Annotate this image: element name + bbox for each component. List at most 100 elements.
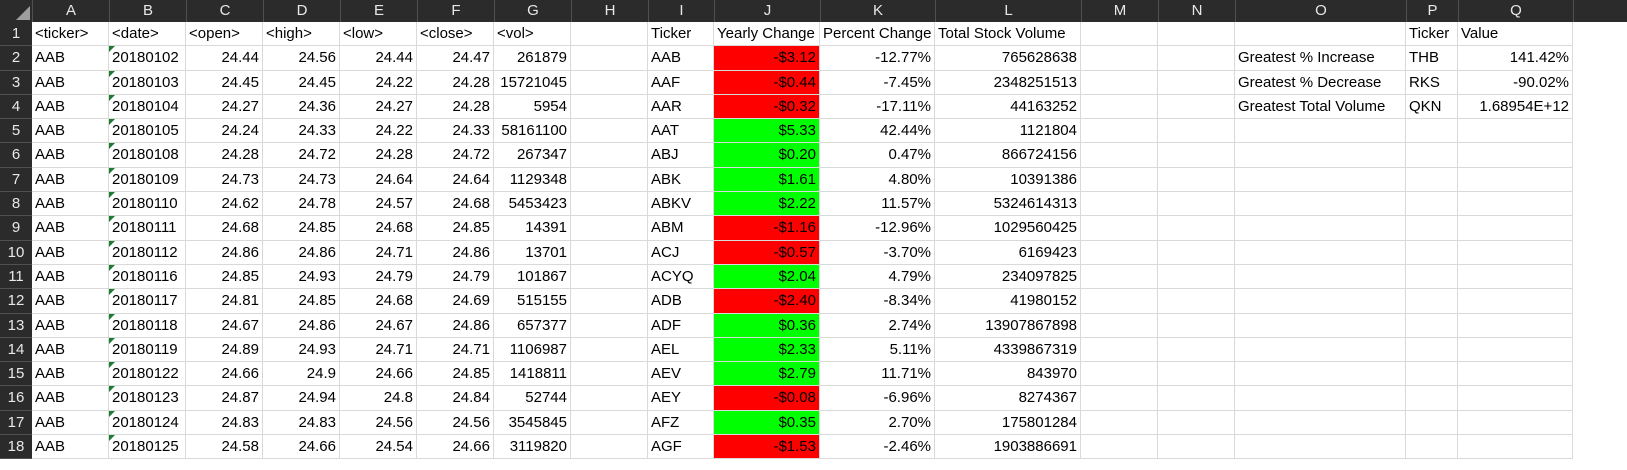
cell-c11[interactable]: 24.85 — [186, 264, 263, 290]
cell-i5[interactable]: AAT — [648, 119, 714, 144]
cell-i9[interactable]: ABM — [648, 216, 714, 241]
cell-j15[interactable]: $2.79 — [714, 362, 820, 387]
cell-h11[interactable] — [571, 264, 648, 290]
cell-e7[interactable]: 24.64 — [340, 167, 417, 193]
cell-k4[interactable]: -17.11% — [820, 94, 935, 120]
column-header-i[interactable]: I — [649, 0, 715, 22]
cell-e13[interactable]: 24.67 — [340, 313, 417, 338]
cell-j16[interactable]: -$0.08 — [714, 386, 820, 411]
cell-e15[interactable]: 24.66 — [340, 362, 417, 387]
cell-n9[interactable] — [1158, 216, 1235, 241]
cell-n17[interactable] — [1158, 410, 1235, 436]
cell-c10[interactable]: 24.86 — [186, 240, 263, 265]
cell-f14[interactable]: 24.71 — [417, 337, 494, 363]
cell-n15[interactable] — [1158, 362, 1235, 387]
cell-k8[interactable]: 11.57% — [820, 192, 935, 217]
cell-o18[interactable] — [1235, 435, 1406, 460]
cell-k13[interactable]: 2.74% — [820, 313, 935, 338]
cell-e4[interactable]: 24.27 — [340, 94, 417, 120]
cell-b7[interactable]: 20180109 — [109, 167, 186, 193]
cell-m13[interactable] — [1081, 313, 1158, 338]
cell-k15[interactable]: 11.71% — [820, 362, 935, 387]
cell-g4[interactable]: 5954 — [494, 94, 571, 120]
cell-b10[interactable]: 20180112 — [109, 240, 186, 265]
cell-o14[interactable] — [1235, 337, 1406, 363]
cell-o12[interactable] — [1235, 289, 1406, 314]
cell-l3[interactable]: 2348251513 — [935, 70, 1081, 95]
cell-p15[interactable] — [1406, 362, 1458, 387]
cell-c14[interactable]: 24.89 — [186, 337, 263, 363]
cell-e12[interactable]: 24.68 — [340, 289, 417, 314]
cell-f12[interactable]: 24.69 — [417, 289, 494, 314]
column-header-b[interactable]: B — [110, 0, 187, 22]
cell-o11[interactable] — [1235, 264, 1406, 290]
cell-e1[interactable]: <low> — [340, 22, 417, 47]
cell-d7[interactable]: 24.73 — [263, 167, 340, 193]
cell-d18[interactable]: 24.66 — [263, 435, 340, 460]
cell-e5[interactable]: 24.22 — [340, 119, 417, 144]
cell-g7[interactable]: 1129348 — [494, 167, 571, 193]
cell-m15[interactable] — [1081, 362, 1158, 387]
cell-i4[interactable]: AAR — [648, 94, 714, 120]
cell-o6[interactable] — [1235, 143, 1406, 168]
cell-p3[interactable]: RKS — [1406, 70, 1458, 95]
cell-q1[interactable]: Value — [1458, 22, 1573, 47]
cell-p1[interactable]: Ticker — [1406, 22, 1458, 47]
cell-q18[interactable] — [1458, 435, 1573, 460]
cell-j6[interactable]: $0.20 — [714, 143, 820, 168]
cell-a10[interactable]: AAB — [32, 240, 109, 265]
cell-d17[interactable]: 24.83 — [263, 410, 340, 436]
cell-k1[interactable]: Percent Change — [820, 22, 935, 47]
cell-c1[interactable]: <open> — [186, 22, 263, 47]
cell-d1[interactable]: <high> — [263, 22, 340, 47]
row-header[interactable]: 15 — [0, 362, 32, 387]
cell-j5[interactable]: $5.33 — [714, 119, 820, 144]
cell-m9[interactable] — [1081, 216, 1158, 241]
row-header[interactable]: 10 — [0, 240, 32, 265]
cell-a16[interactable]: AAB — [32, 386, 109, 411]
cell-n14[interactable] — [1158, 337, 1235, 363]
cell-d9[interactable]: 24.85 — [263, 216, 340, 241]
cell-j11[interactable]: $2.04 — [714, 264, 820, 290]
cell-a11[interactable]: AAB — [32, 264, 109, 290]
cell-f1[interactable]: <close> — [417, 22, 494, 47]
cell-f5[interactable]: 24.33 — [417, 119, 494, 144]
cell-c5[interactable]: 24.24 — [186, 119, 263, 144]
cell-d4[interactable]: 24.36 — [263, 94, 340, 120]
cell-g16[interactable]: 52744 — [494, 386, 571, 411]
cell-h6[interactable] — [571, 143, 648, 168]
cell-p11[interactable] — [1406, 264, 1458, 290]
row-header[interactable]: 7 — [0, 167, 32, 193]
cell-m3[interactable] — [1081, 70, 1158, 95]
cell-o16[interactable] — [1235, 386, 1406, 411]
cell-f4[interactable]: 24.28 — [417, 94, 494, 120]
cell-g6[interactable]: 267347 — [494, 143, 571, 168]
cell-k9[interactable]: -12.96% — [820, 216, 935, 241]
cell-f17[interactable]: 24.56 — [417, 410, 494, 436]
cell-j4[interactable]: -$0.32 — [714, 94, 820, 120]
row-header[interactable]: 12 — [0, 289, 32, 314]
cell-p14[interactable] — [1406, 337, 1458, 363]
column-header-a[interactable]: A — [33, 0, 110, 22]
row-header[interactable]: 8 — [0, 192, 32, 217]
cell-k10[interactable]: -3.70% — [820, 240, 935, 265]
cell-a6[interactable]: AAB — [32, 143, 109, 168]
cell-o7[interactable] — [1235, 167, 1406, 193]
cell-a3[interactable]: AAB — [32, 70, 109, 95]
cell-p2[interactable]: THB — [1406, 46, 1458, 71]
cell-d15[interactable]: 24.9 — [263, 362, 340, 387]
cell-h17[interactable] — [571, 410, 648, 436]
cell-f11[interactable]: 24.79 — [417, 264, 494, 290]
cell-d2[interactable]: 24.56 — [263, 46, 340, 71]
cell-i2[interactable]: AAB — [648, 46, 714, 71]
cell-n5[interactable] — [1158, 119, 1235, 144]
cell-l2[interactable]: 765628638 — [935, 46, 1081, 71]
cell-o9[interactable] — [1235, 216, 1406, 241]
cell-j8[interactable]: $2.22 — [714, 192, 820, 217]
cell-b8[interactable]: 20180110 — [109, 192, 186, 217]
column-header-l[interactable]: L — [936, 0, 1082, 22]
cell-g3[interactable]: 15721045 — [494, 70, 571, 95]
cell-e16[interactable]: 24.8 — [340, 386, 417, 411]
cell-c8[interactable]: 24.62 — [186, 192, 263, 217]
cell-c18[interactable]: 24.58 — [186, 435, 263, 460]
